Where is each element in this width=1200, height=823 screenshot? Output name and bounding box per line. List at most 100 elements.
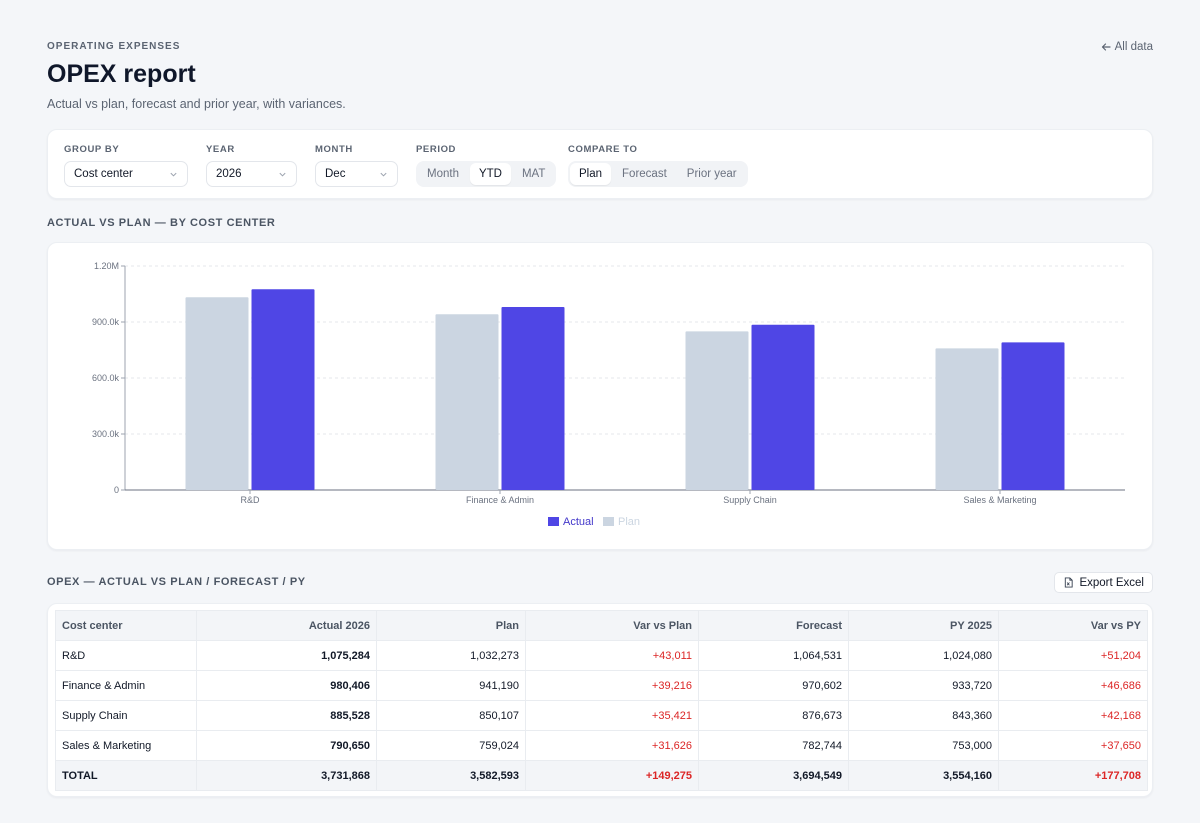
export-excel-button[interactable]: Export Excel: [1054, 572, 1153, 593]
x-tick-label: Finance & Admin: [466, 495, 534, 505]
column-header[interactable]: Var vs PY: [998, 610, 1148, 641]
plan-cell: 941,190: [376, 670, 526, 701]
group-by-value: Cost center: [74, 168, 133, 180]
forecast-cell: 1,064,531: [698, 640, 849, 671]
plan-bar: [935, 348, 999, 490]
py-cell: 753,000: [848, 730, 999, 761]
export-excel-label: Export Excel: [1079, 576, 1144, 589]
forecast-cell: 782,744: [698, 730, 849, 761]
compare-to-segmented: Plan Forecast Prior year: [568, 161, 748, 187]
all-data-link[interactable]: All data: [1101, 41, 1153, 53]
opex-table: Cost center Actual 2026 Plan Var vs Plan…: [55, 610, 1148, 791]
actual-cell: 1,075,284: [196, 640, 377, 671]
cost-center-cell: Sales & Marketing: [55, 730, 197, 761]
var-py-cell: +37,650: [998, 730, 1148, 761]
var-py-cell: +46,686: [998, 670, 1148, 701]
page-eyebrow: OPERATING EXPENSES: [47, 41, 181, 52]
year-label: YEAR: [206, 144, 235, 155]
compare-option-plan[interactable]: Plan: [570, 163, 612, 185]
x-tick-label: R&D: [240, 495, 260, 505]
var-py-cell: +51,204: [998, 640, 1148, 671]
cost-center-cell: Finance & Admin: [55, 670, 197, 701]
group-by-filter: GROUP BY Cost center: [64, 144, 188, 187]
chevron-down-icon: [380, 172, 387, 177]
total-actual-cell: 3,731,868: [196, 760, 377, 791]
y-tick-label: 1.20M: [94, 261, 119, 271]
total-var-plan-cell: +149,275: [525, 760, 699, 791]
table-row: Sales & Marketing 790,650 759,024 +31,62…: [55, 730, 1148, 761]
period-label: PERIOD: [416, 144, 457, 155]
table-header-row: Cost center Actual 2026 Plan Var vs Plan…: [55, 610, 1148, 641]
actual-bar: [751, 324, 815, 490]
y-tick-label: 900.0k: [92, 317, 120, 327]
compare-option-prior-year[interactable]: Prior year: [686, 168, 737, 180]
file-excel-icon: [1065, 577, 1074, 588]
column-header[interactable]: Forecast: [698, 610, 849, 641]
year-select[interactable]: 2026: [206, 161, 297, 187]
all-data-label: All data: [1114, 41, 1153, 53]
compare-to-filter: COMPARE TO Plan Forecast Prior year: [568, 144, 748, 187]
compare-option-forecast[interactable]: Forecast: [622, 168, 667, 180]
arrow-left-icon: [1101, 43, 1111, 51]
legend-label-plan: Plan: [618, 516, 640, 528]
column-header[interactable]: Cost center: [55, 610, 197, 641]
actual-cell: 980,406: [196, 670, 377, 701]
column-header[interactable]: Actual 2026: [196, 610, 377, 641]
py-cell: 843,360: [848, 700, 999, 731]
month-filter: MONTH Dec: [315, 144, 398, 187]
opex-table-card: Cost center Actual 2026 Plan Var vs Plan…: [47, 603, 1153, 797]
chevron-down-icon: [170, 172, 177, 177]
actual-bar: [251, 289, 315, 490]
table-row: R&D 1,075,284 1,032,273 +43,011 1,064,53…: [55, 640, 1148, 671]
period-option-month[interactable]: Month: [427, 168, 459, 180]
plan-cell: 759,024: [376, 730, 526, 761]
var-py-cell: +42,168: [998, 700, 1148, 731]
filters-panel: GROUP BY Cost center YEAR 2026 MONTH Dec…: [47, 129, 1153, 199]
total-forecast-cell: 3,694,549: [698, 760, 849, 791]
chart-section-title: ACTUAL VS PLAN — BY COST CENTER: [47, 217, 276, 229]
y-tick-label: 600.0k: [92, 373, 120, 383]
month-select[interactable]: Dec: [315, 161, 398, 187]
legend-swatch-actual: [548, 517, 559, 526]
period-option-ytd[interactable]: YTD: [469, 163, 511, 185]
var-plan-cell: +31,626: [525, 730, 699, 761]
plan-bar: [685, 331, 749, 490]
actual-cell: 885,528: [196, 700, 377, 731]
forecast-cell: 876,673: [698, 700, 849, 731]
var-plan-cell: +35,421: [525, 700, 699, 731]
year-filter: YEAR 2026: [206, 144, 297, 187]
page-subtitle: Actual vs plan, forecast and prior year,…: [47, 97, 346, 111]
group-by-label: GROUP BY: [64, 144, 120, 155]
year-value: 2026: [216, 168, 242, 180]
column-header[interactable]: Plan: [376, 610, 526, 641]
actual-bar: [501, 306, 565, 490]
plan-bar: [435, 314, 499, 490]
actual-bar: [1001, 342, 1065, 490]
cost-center-cell: Supply Chain: [55, 700, 197, 731]
column-header[interactable]: Var vs Plan: [525, 610, 699, 641]
table-section-title: OPEX — ACTUAL VS PLAN / FORECAST / PY: [47, 576, 306, 588]
py-cell: 1,024,080: [848, 640, 999, 671]
total-label-cell: TOTAL: [55, 760, 197, 791]
bar-chart: 0 300.0k 600.0k 900.0k 1.20M R&D Finance & Adm…: [92, 261, 1125, 528]
chart-card: 0 300.0k 600.0k 900.0k 1.20M R&D Finance & Adm…: [47, 242, 1153, 550]
table-row: Finance & Admin 980,406 941,190 +39,216 …: [55, 670, 1148, 701]
period-option-mat[interactable]: MAT: [521, 168, 546, 180]
total-var-py-cell: +177,708: [998, 760, 1148, 791]
x-tick-label: Sales & Marketing: [963, 495, 1036, 505]
total-plan-cell: 3,582,593: [376, 760, 526, 791]
table-total-row: TOTAL 3,731,868 3,582,593 +149,275 3,694…: [55, 760, 1148, 791]
period-filter: PERIOD Month YTD MAT: [416, 144, 557, 187]
actual-cell: 790,650: [196, 730, 377, 761]
group-by-select[interactable]: Cost center: [64, 161, 188, 187]
month-label: MONTH: [315, 144, 353, 155]
plan-cell: 850,107: [376, 700, 526, 731]
plan-bar: [185, 297, 249, 490]
column-header[interactable]: PY 2025: [848, 610, 999, 641]
y-tick-label: 0: [114, 485, 119, 495]
x-tick-label: Supply Chain: [723, 495, 777, 505]
forecast-cell: 970,602: [698, 670, 849, 701]
cost-center-cell: R&D: [55, 640, 197, 671]
legend-label-actual: Actual: [563, 516, 594, 528]
var-plan-cell: +43,011: [525, 640, 699, 671]
